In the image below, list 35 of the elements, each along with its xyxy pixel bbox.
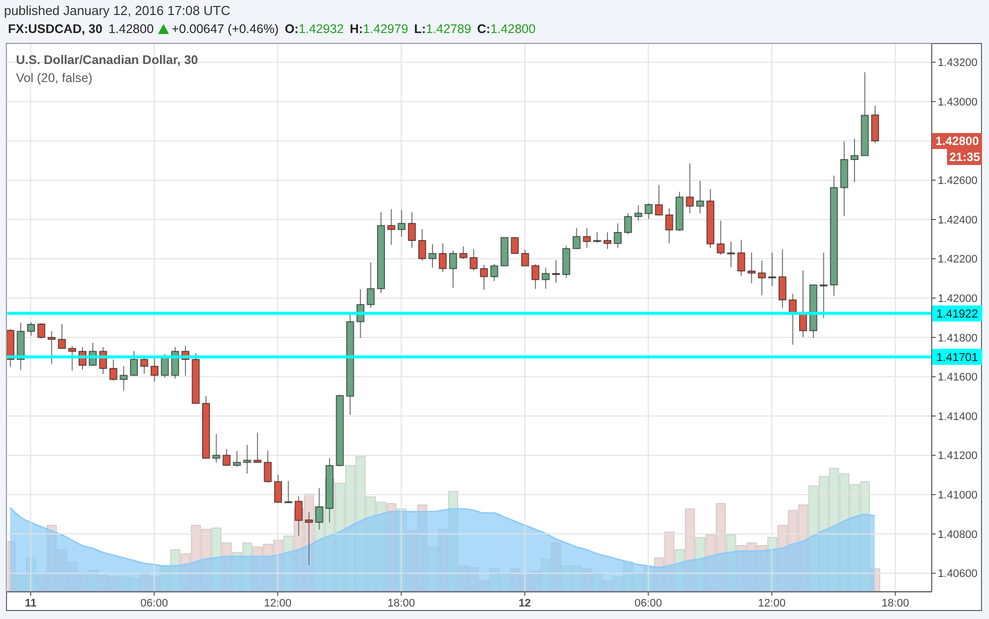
text: 1.42800	[108, 22, 154, 36]
x-tick-label: 18:00	[882, 598, 910, 610]
x-tick-label: 18:00	[387, 598, 416, 610]
y-tick-label: 1.41800	[938, 332, 978, 344]
x-tick-label: 12:00	[264, 598, 292, 610]
y-tick-label: 1.42400	[938, 214, 978, 226]
y-tick-label: 1.43200	[938, 57, 978, 70]
y-tick-label: 1.41600	[938, 372, 978, 384]
text: L:1.42789	[414, 22, 472, 36]
y-tick-label: 1.41200	[938, 450, 978, 462]
text: U.S. Dollar/Canadian Dollar, 30	[16, 53, 198, 67]
ref-line-label: 1.41922	[936, 308, 978, 320]
y-tick-label: 1.42000	[938, 293, 978, 306]
ref-line-label: 1.41701	[936, 352, 978, 364]
x-tick-label: 06:00	[140, 598, 168, 610]
x-tick-label: 12	[518, 598, 531, 610]
y-tick-label: 1.41000	[938, 490, 978, 502]
text: 1.42800	[935, 134, 979, 148]
text: FX:USDCAD, 30	[8, 22, 102, 36]
text: H:1.42979	[350, 22, 408, 36]
x-tick-label: 11	[24, 598, 36, 610]
y-tick-label: 1.40800	[938, 528, 978, 541]
chart-title: Vol (20, false)	[16, 71, 92, 85]
x-tick-label: 06:00	[634, 598, 662, 610]
y-tick-label: 1.41400	[938, 410, 978, 423]
text: published January 12, 2016 17:08 UTC	[4, 3, 230, 18]
y-tick-label: 1.43000	[938, 96, 978, 108]
y-tick-label: 1.40600	[938, 568, 978, 580]
text: C:1.42800	[477, 22, 536, 36]
y-tick-label: 1.42200	[938, 254, 978, 266]
x-tick-label: 12:00	[758, 598, 786, 610]
text: 21:35	[949, 150, 980, 164]
y-tick-label: 1.42600	[938, 175, 978, 188]
text: +0.00647 (+0.46%)	[172, 22, 279, 36]
text: O:1.42932	[284, 22, 344, 36]
